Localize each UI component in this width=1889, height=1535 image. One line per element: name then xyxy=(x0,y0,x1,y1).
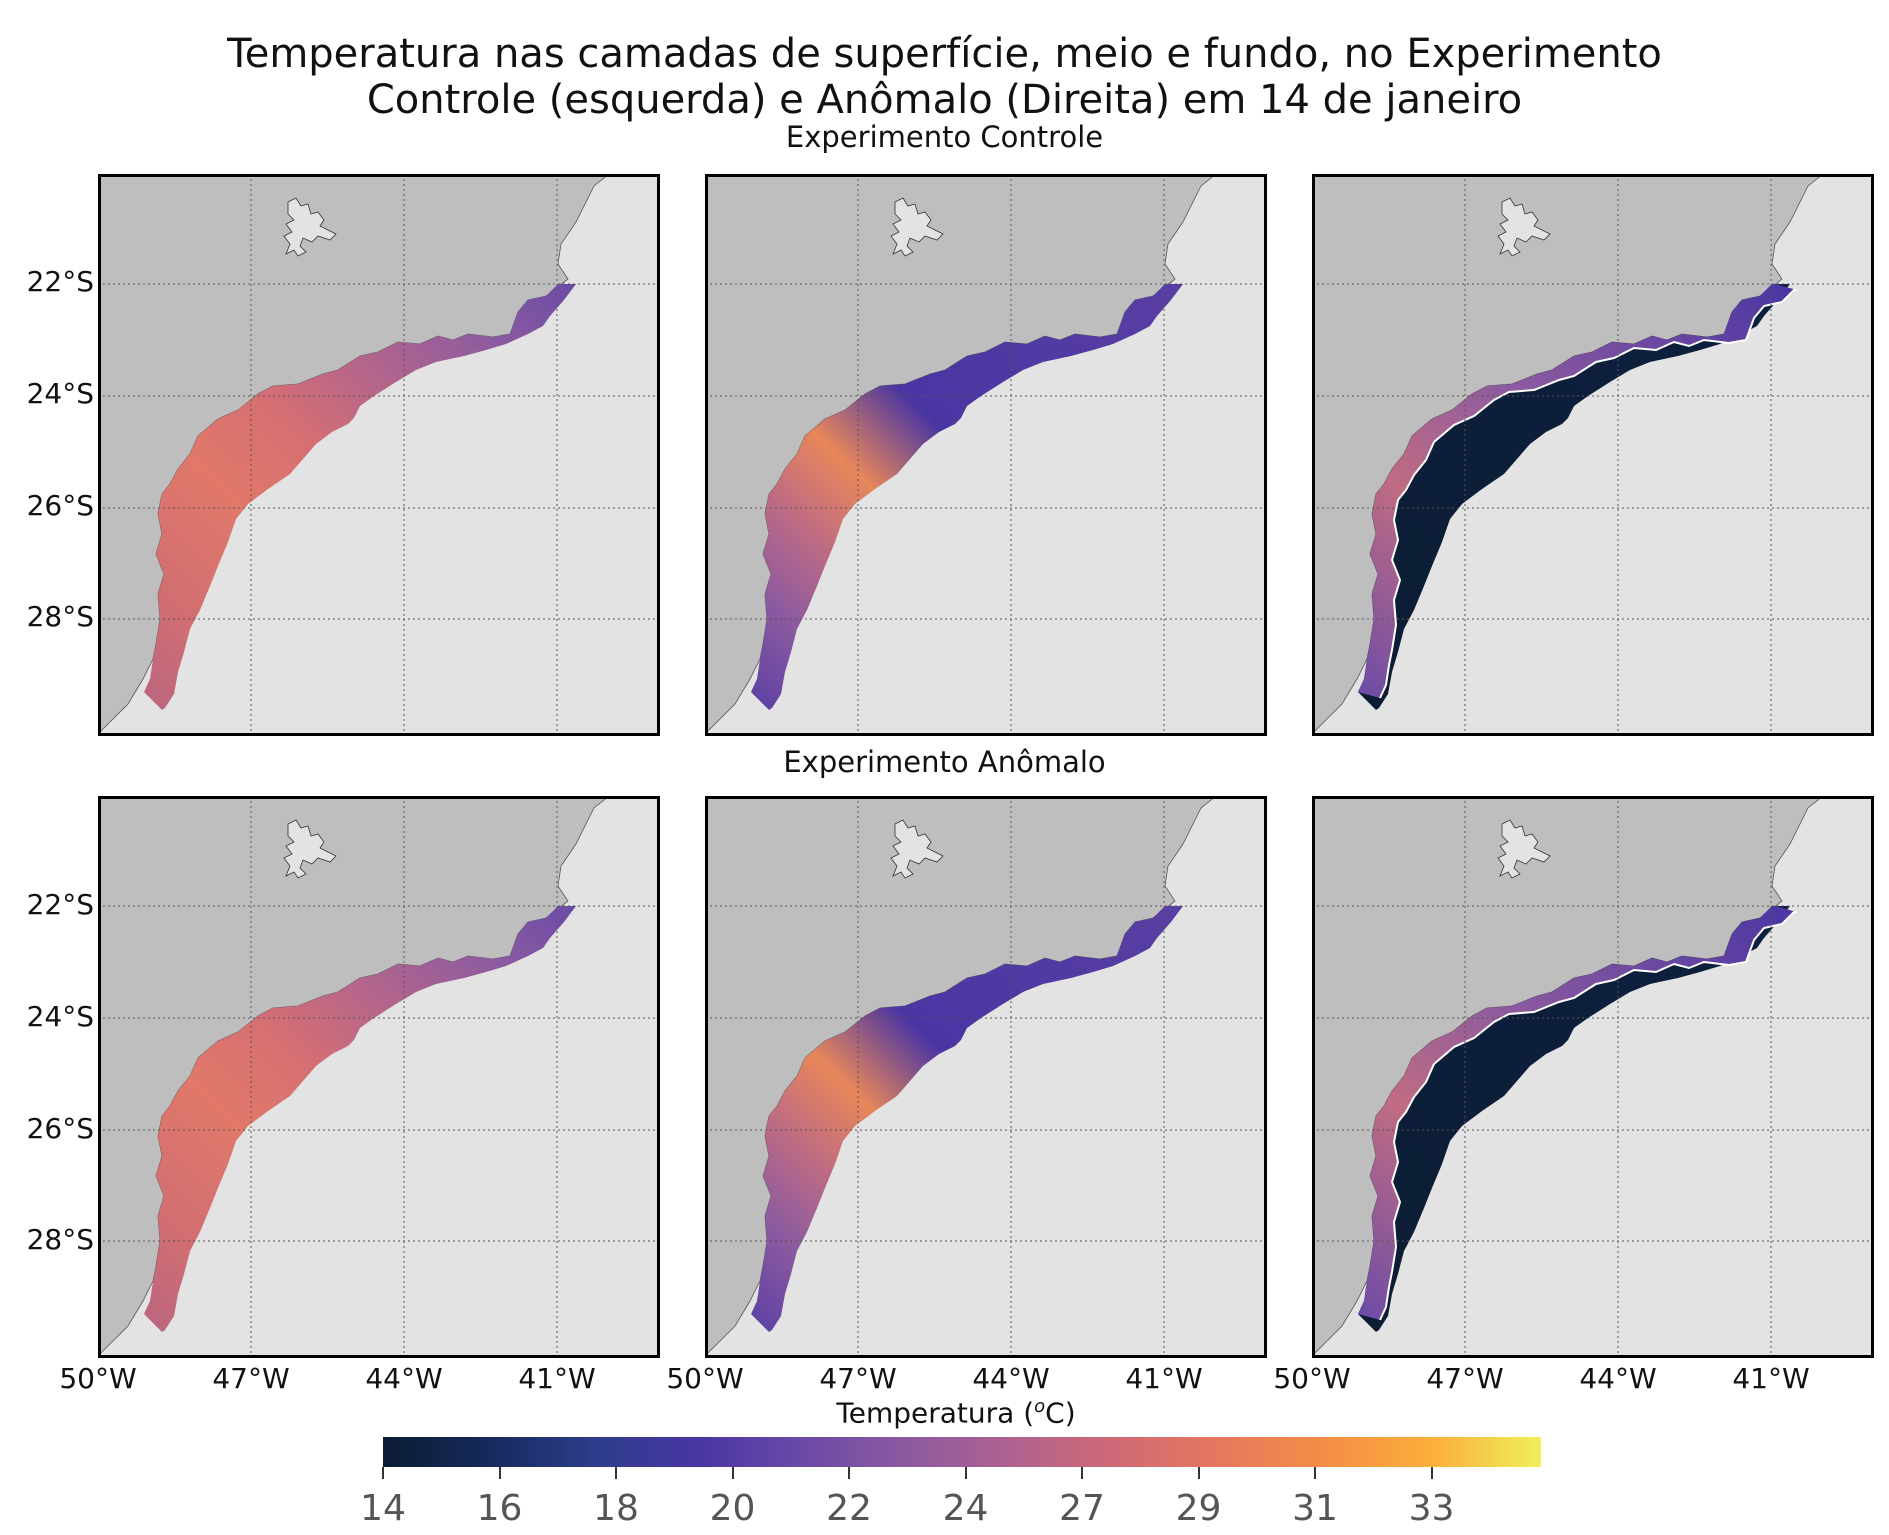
colorbar-tick-mark xyxy=(848,1467,850,1479)
inland-water xyxy=(1497,197,1551,257)
lat-label-22s-top: 22°S xyxy=(26,265,94,298)
lat-label-28s-bottom: 28°S xyxy=(26,1223,94,1256)
colorbar-tick-mark xyxy=(1314,1467,1316,1479)
colorbar-tick-mark xyxy=(731,1467,734,1479)
map-svg xyxy=(1312,174,1874,736)
map-svg xyxy=(98,796,660,1358)
temperature-field xyxy=(144,906,576,1332)
map-svg xyxy=(705,174,1267,736)
isotherm-contour xyxy=(1379,289,1797,699)
lon-label-41w-p3: 41°W xyxy=(1732,1362,1810,1395)
panel-frame xyxy=(1312,174,1874,736)
panel-frame xyxy=(705,174,1267,736)
map-panel-anomalous-surface xyxy=(98,796,660,1358)
lon-label-50w-p1: 50°W xyxy=(59,1362,137,1395)
lon-label-44w-p3: 44°W xyxy=(1579,1362,1657,1395)
lon-label-50w-p2: 50°W xyxy=(666,1362,744,1395)
figure-title-line2: Controle (esquerda) e Anômalo (Direita) … xyxy=(366,77,1523,123)
map-panel-control-middle xyxy=(705,174,1267,736)
colorbar-tick-label: 24 xyxy=(942,1488,989,1529)
map-panel-control-surface xyxy=(98,174,660,736)
temperature-field xyxy=(751,284,1183,710)
lon-label-50w-p3: 50°W xyxy=(1273,1362,1351,1395)
map-panel-anomalous-middle xyxy=(705,796,1267,1358)
lon-label-44w-p2: 44°W xyxy=(972,1362,1050,1395)
nearshore-warm-band xyxy=(1358,284,1797,698)
map-panel-anomalous-bottom xyxy=(1312,796,1874,1358)
colorbar-tick-label: 29 xyxy=(1175,1488,1222,1529)
lon-label-47w-p1: 47°W xyxy=(212,1362,290,1395)
colorbar-tick-label: 14 xyxy=(360,1488,406,1529)
inland-water xyxy=(283,819,337,879)
inland-water xyxy=(890,197,944,257)
lon-label-41w-p2: 41°W xyxy=(1125,1362,1203,1395)
lat-label-24s-bottom: 24°S xyxy=(26,1000,94,1033)
lon-label-47w-p2: 47°W xyxy=(819,1362,897,1395)
colorbar-tick-label: 33 xyxy=(1408,1488,1455,1529)
panel-frame xyxy=(98,174,660,736)
colorbar-tick-mark xyxy=(615,1467,617,1479)
lat-label-24s-top: 24°S xyxy=(26,377,94,410)
panel-frame xyxy=(98,796,660,1358)
colorbar-tick-label: 27 xyxy=(1059,1488,1105,1529)
map-svg xyxy=(705,796,1267,1358)
figure-title-line1: Temperatura nas camadas de superfície, m… xyxy=(227,31,1662,77)
colorbar-tick-mark xyxy=(1430,1467,1433,1479)
inland-water xyxy=(1497,819,1551,879)
colorbar-tick-mark xyxy=(382,1467,384,1479)
map-svg xyxy=(1312,796,1874,1358)
colorbar-tick-mark xyxy=(1197,1467,1200,1479)
colorbar-tick-mark xyxy=(964,1467,967,1479)
panel-frame xyxy=(705,796,1267,1358)
colorbar xyxy=(383,1437,1541,1467)
inland-water xyxy=(890,819,944,879)
colorbar-tick-label: 31 xyxy=(1292,1488,1338,1529)
colorbar-label: Temperatura (oC) xyxy=(836,1396,1076,1430)
lat-label-28s-top: 28°S xyxy=(26,600,94,633)
colorbar-tick-label: 18 xyxy=(593,1488,639,1529)
colorbar-tick-mark xyxy=(498,1467,501,1479)
inland-water xyxy=(283,197,337,257)
lat-label-26s-top: 26°S xyxy=(26,489,94,522)
temperature-field xyxy=(144,284,576,710)
nearshore-warm-band xyxy=(1358,906,1797,1320)
colorbar-tick-label: 22 xyxy=(826,1488,872,1529)
lon-label-41w-p1: 41°W xyxy=(518,1362,596,1395)
colorbar-tick-label: 16 xyxy=(476,1488,523,1529)
lat-label-26s-bottom: 26°S xyxy=(26,1112,94,1145)
isotherm-contour xyxy=(1379,911,1797,1321)
lon-label-44w-p1: 44°W xyxy=(365,1362,443,1395)
panel-frame xyxy=(1312,796,1874,1358)
row2-title: Experimento Anômalo xyxy=(783,745,1106,779)
lon-label-47w-p3: 47°W xyxy=(1426,1362,1504,1395)
colorbar-tick-label: 20 xyxy=(709,1488,756,1529)
temperature-field xyxy=(751,906,1183,1332)
row1-title: Experimento Controle xyxy=(785,120,1104,154)
map-panel-control-bottom xyxy=(1312,174,1874,736)
colorbar-tick-mark xyxy=(1081,1467,1083,1479)
map-svg xyxy=(98,174,660,736)
lat-label-22s-bottom: 22°S xyxy=(26,888,94,921)
